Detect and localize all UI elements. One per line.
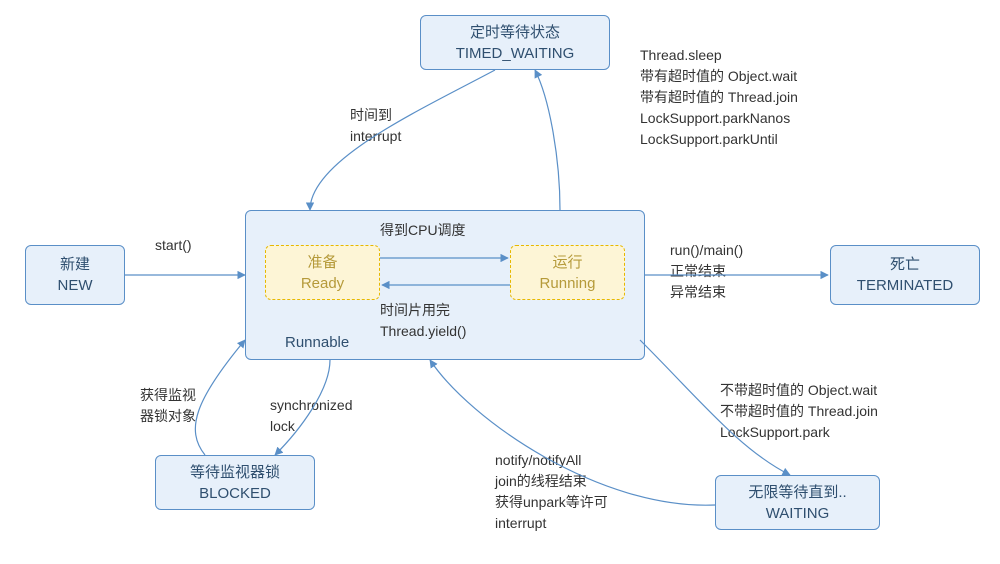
edge-blocked_run [195, 340, 245, 455]
edge-label-timeup: 时间到 interrupt [350, 105, 401, 147]
node-terminated-line2: TERMINATED [857, 275, 953, 296]
node-blocked-line2: BLOCKED [199, 483, 271, 504]
state-node-new: 新建 NEW [25, 245, 125, 305]
inner-node-running: 运行 Running [510, 245, 625, 300]
node-timed-line2: TIMED_WAITING [456, 43, 575, 64]
node-new-line1: 新建 [60, 254, 90, 275]
runnable-label: Runnable [285, 332, 349, 355]
node-waiting-line1: 无限等待直到.. [748, 482, 846, 503]
node-running-line2: Running [540, 273, 596, 294]
node-new-line2: NEW [58, 275, 93, 296]
node-terminated-line1: 死亡 [890, 254, 920, 275]
state-node-terminated: 死亡 TERMINATED [830, 245, 980, 305]
edge-label-sync: synchronized lock [270, 395, 353, 437]
node-running-line1: 运行 [552, 252, 582, 273]
edge-timed_to_run [310, 70, 495, 210]
edge-label-timed-methods: Thread.sleep 带有超时值的 Object.wait 带有超时值的 T… [640, 45, 798, 150]
edge-run_to_timed [535, 70, 560, 210]
edge-label-wait-methods: 不带超时值的 Object.wait 不带超时值的 Thread.join Lo… [720, 380, 878, 443]
edge-label-yield: 时间片用完 Thread.yield() [380, 300, 466, 342]
state-node-waiting: 无限等待直到.. WAITING [715, 475, 880, 530]
node-ready-line1: 准备 [307, 252, 337, 273]
node-waiting-line2: WAITING [766, 503, 830, 524]
state-node-timed-waiting: 定时等待状态 TIMED_WAITING [420, 15, 610, 70]
edge-label-run-end: run()/main() 正常结束 异常结束 [670, 240, 743, 303]
inner-node-ready: 准备 Ready [265, 245, 380, 300]
edge-label-start: start() [155, 235, 192, 256]
edge-label-get-monitor: 获得监视 器锁对象 [140, 385, 196, 427]
state-node-blocked: 等待监视器锁 BLOCKED [155, 455, 315, 510]
edge-label-cpu: 得到CPU调度 [380, 220, 466, 241]
edge-label-notify: notify/notifyAll join的线程结束 获得unpark等许可 i… [495, 450, 608, 534]
node-blocked-line1: 等待监视器锁 [190, 462, 280, 483]
node-ready-line2: Ready [301, 273, 344, 294]
node-timed-line1: 定时等待状态 [470, 22, 560, 43]
